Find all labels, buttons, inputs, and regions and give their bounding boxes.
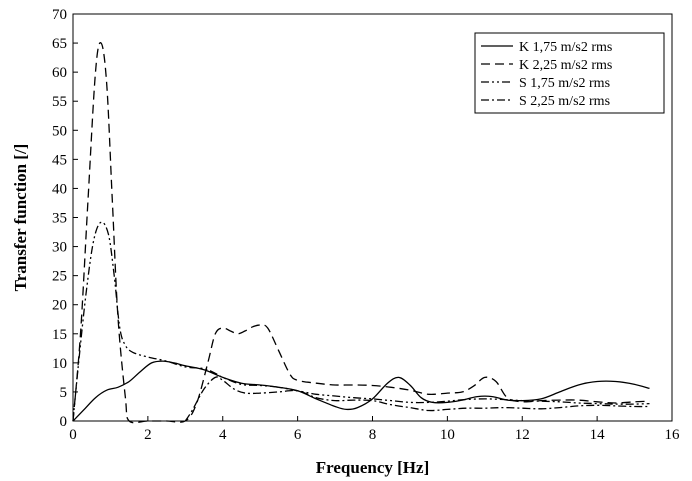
x-tick-label: 8 <box>369 427 377 443</box>
series-line-2 <box>72 42 650 424</box>
legend-label-4: S 2,25 m/s2 rms <box>519 94 610 109</box>
y-axis-title: Transfer function [/] <box>11 144 30 292</box>
axis-ticks: 0 2 4 6 8 10 12 14 16 0 5 10 15 20 25 30 35 40 45 50 55 60 65 7… <box>52 7 680 443</box>
y-tick-label: 50 <box>52 123 67 139</box>
y-tick-label: 25 <box>52 269 67 285</box>
x-tick-label: 4 <box>219 427 227 443</box>
y-tick-label: 60 <box>52 65 67 81</box>
legend: K 1,75 m/s2 rms K 2,25 m/s2 rms S 1,75 m/s… <box>474 32 665 114</box>
x-tick-label: 2 <box>144 427 152 443</box>
legend-label-3: S 1,75 m/s2 rms <box>519 76 610 91</box>
y-tick-label: 55 <box>52 94 67 110</box>
y-tick-label: 5 <box>60 385 68 401</box>
y-tick-label: 15 <box>52 327 67 343</box>
y-tick-label: 10 <box>52 356 67 372</box>
y-tick-label: 65 <box>52 36 67 52</box>
series-lines <box>72 42 650 424</box>
x-tick-label: 16 <box>665 427 681 443</box>
x-tick-label: 12 <box>515 427 530 443</box>
x-tick-label: 6 <box>294 427 302 443</box>
legend-label-1: K 1,75 m/s2 rms <box>519 40 612 55</box>
x-tick-label: 10 <box>440 427 455 443</box>
x-tick-label: 14 <box>590 427 606 443</box>
y-tick-label: 40 <box>52 181 67 197</box>
plot-area: 0 2 4 6 8 10 12 14 16 0 5 10 15 20 25 30 35 40 45 50 55 60 65 7… <box>52 7 680 443</box>
y-tick-label: 0 <box>60 414 68 430</box>
y-tick-label: 35 <box>52 211 67 227</box>
x-axis-title: Frequency [Hz] <box>316 458 429 477</box>
series-line-1 <box>72 360 650 422</box>
series-line-4 <box>184 376 650 422</box>
x-tick-label: 0 <box>69 427 77 443</box>
y-tick-label: 70 <box>52 7 67 23</box>
y-tick-label: 30 <box>52 240 67 256</box>
y-tick-label: 20 <box>52 298 67 314</box>
y-tick-label: 45 <box>52 152 67 168</box>
legend-label-2: K 2,25 m/s2 rms <box>519 58 612 73</box>
